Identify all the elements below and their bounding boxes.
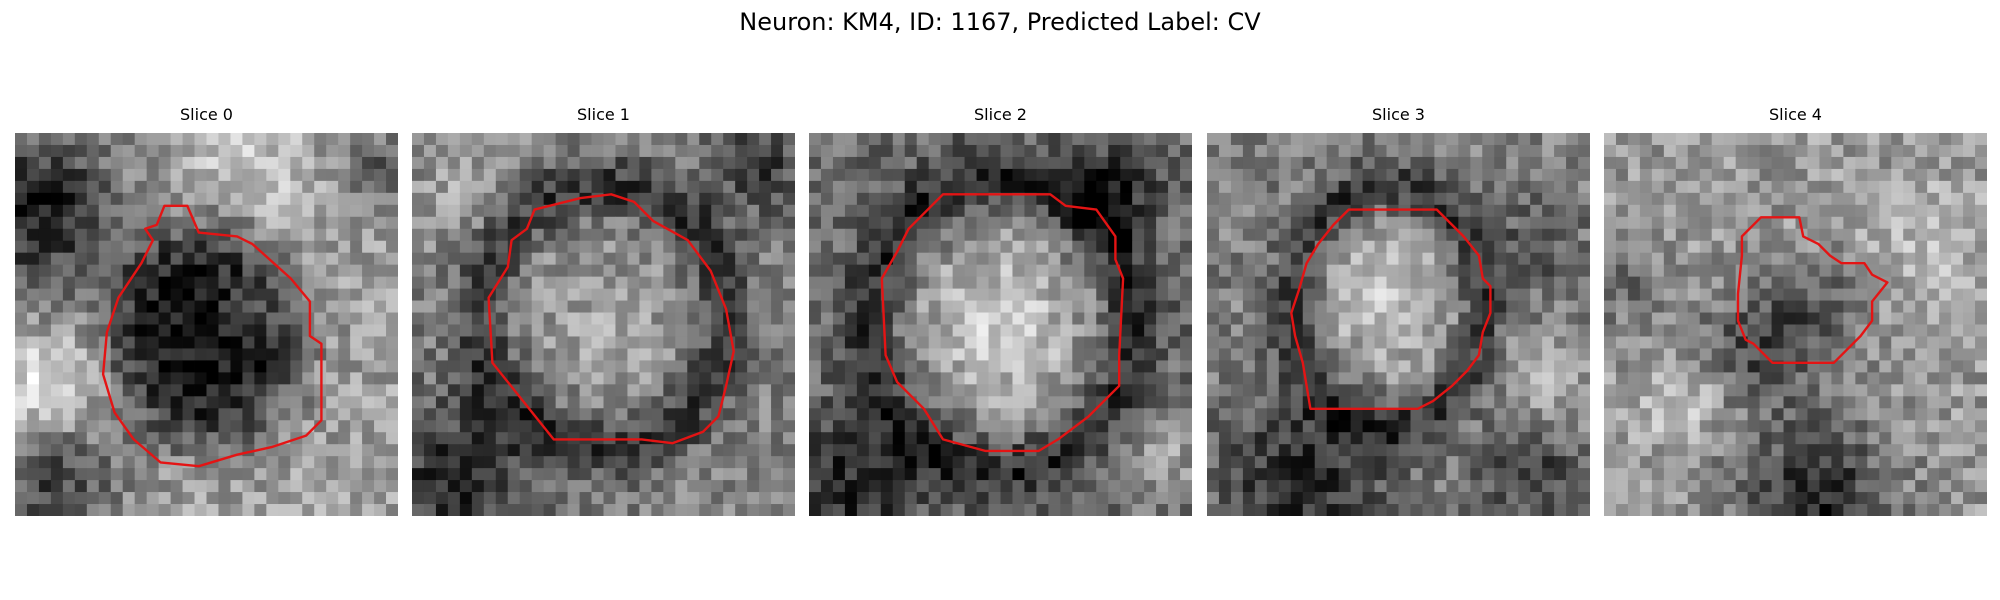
slice-title-0: Slice 0 xyxy=(180,105,233,124)
slice-image-3 xyxy=(1207,133,1590,516)
micrograph-pixels xyxy=(1207,133,1590,516)
slice-title-2: Slice 2 xyxy=(974,105,1027,124)
neuron-contour xyxy=(1736,216,1889,365)
slice-title-1: Slice 1 xyxy=(577,105,630,124)
neuron-contour xyxy=(487,193,735,445)
micrograph-pixels xyxy=(1604,133,1987,516)
slice-title-3: Slice 3 xyxy=(1372,105,1425,124)
micrograph-pixels xyxy=(809,133,1192,516)
slice-image-0 xyxy=(15,133,398,516)
neuron-contour xyxy=(101,204,323,468)
slice-image-4 xyxy=(1604,133,1987,516)
figure-title: Neuron: KM4, ID: 1167, Predicted Label: … xyxy=(739,8,1261,36)
neuron-contour xyxy=(880,193,1125,453)
slice-title-4: Slice 4 xyxy=(1769,105,1822,124)
micrograph-pixels xyxy=(412,133,795,516)
micrograph-pixels xyxy=(15,133,398,516)
slice-image-1 xyxy=(412,133,795,516)
slice-image-2 xyxy=(809,133,1192,516)
neuron-contour xyxy=(1290,208,1492,410)
